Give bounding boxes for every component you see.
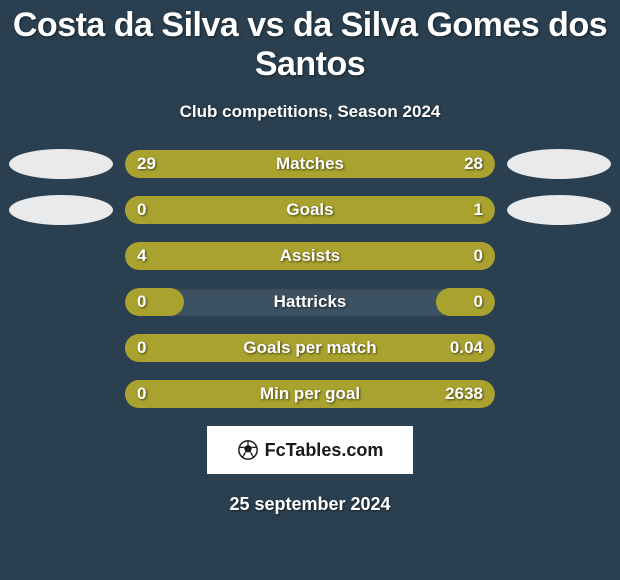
stat-bar-track: 00.04Goals per match	[125, 334, 495, 362]
stat-bar-track: 02638Min per goal	[125, 380, 495, 408]
player-right-slot	[507, 149, 611, 179]
player-right-slot	[507, 195, 611, 225]
player-left-slot	[9, 195, 113, 225]
stat-bar-right	[125, 334, 495, 362]
stat-bar-track: 00Hattricks	[125, 288, 495, 316]
stat-bar-track: 01Goals	[125, 196, 495, 224]
stat-value-right: 28	[464, 150, 483, 178]
stat-row: 2928Matches	[0, 150, 620, 178]
stat-bar-track: 40Assists	[125, 242, 495, 270]
brand-text: FcTables.com	[265, 440, 384, 461]
stat-value-right: 0	[474, 288, 483, 316]
stat-row: 02638Min per goal	[0, 380, 620, 408]
stat-value-left: 0	[137, 380, 146, 408]
stat-bar-track: 2928Matches	[125, 150, 495, 178]
stat-bar-right	[125, 380, 495, 408]
stat-row: 00Hattricks	[0, 288, 620, 316]
stat-bar-right	[436, 288, 495, 316]
stat-bar-right	[436, 242, 495, 270]
stat-value-left: 4	[137, 242, 146, 270]
stat-value-left: 0	[137, 196, 146, 224]
footer-date: 25 september 2024	[0, 494, 620, 515]
stat-row: 40Assists	[0, 242, 620, 270]
stat-bar-left	[125, 288, 184, 316]
player-left-avatar	[9, 149, 113, 179]
brand-badge: FcTables.com	[207, 426, 413, 474]
stat-bar-right	[125, 196, 495, 224]
player-left-avatar	[9, 195, 113, 225]
stat-value-left: 0	[137, 288, 146, 316]
stat-value-right: 2638	[445, 380, 483, 408]
player-left-slot	[9, 149, 113, 179]
page-title: Costa da Silva vs da Silva Gomes dos San…	[0, 6, 620, 84]
stats-block: 2928Matches01Goals40Assists00Hattricks00…	[0, 150, 620, 408]
stat-value-right: 0.04	[450, 334, 483, 362]
stat-value-right: 0	[474, 242, 483, 270]
stat-value-left: 0	[137, 334, 146, 362]
player-right-avatar	[507, 149, 611, 179]
stat-row: 00.04Goals per match	[0, 334, 620, 362]
stat-value-right: 1	[474, 196, 483, 224]
stat-row: 01Goals	[0, 196, 620, 224]
comparison-infographic: Costa da Silva vs da Silva Gomes dos San…	[0, 0, 620, 515]
player-right-avatar	[507, 195, 611, 225]
stat-value-left: 29	[137, 150, 156, 178]
soccer-ball-icon	[237, 439, 259, 461]
page-subtitle: Club competitions, Season 2024	[0, 102, 620, 122]
